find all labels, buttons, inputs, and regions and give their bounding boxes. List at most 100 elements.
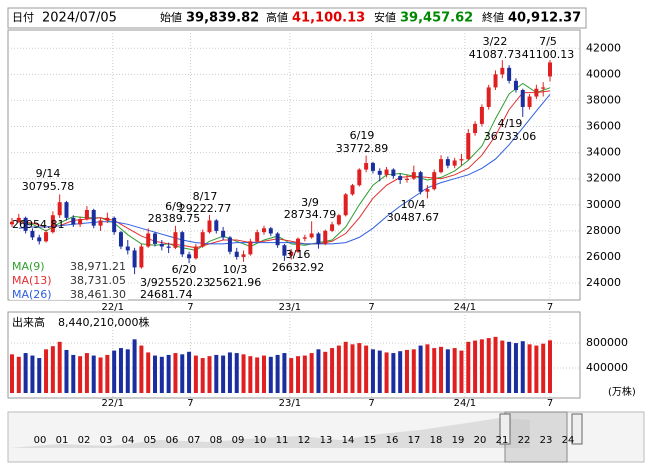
candle-body xyxy=(479,106,484,124)
candle-body xyxy=(452,160,457,166)
navigator-label: 24 xyxy=(562,435,575,446)
legend-name: MA(13) xyxy=(12,274,52,287)
candle-body xyxy=(500,67,505,75)
volume-bar xyxy=(84,353,89,393)
volume-bar xyxy=(432,348,437,393)
candle-body xyxy=(473,123,478,134)
high-label: 高値 xyxy=(266,10,288,24)
annotation-value: 28734.79 xyxy=(284,208,337,221)
volume-total: 8,440,210,000株 xyxy=(58,315,149,329)
navigator-label: 00 xyxy=(34,435,47,446)
y-tick-label: 42000 xyxy=(586,41,621,54)
volume-bar xyxy=(50,346,55,393)
candle-body xyxy=(357,169,362,186)
annotation-date: 3/9 xyxy=(140,276,158,289)
navigator-label: 20 xyxy=(474,435,487,446)
y-tick-label: 28000 xyxy=(586,224,621,237)
volume-bar xyxy=(241,354,246,393)
x-tick-label: 7 xyxy=(187,302,193,313)
navigator-handle-left[interactable] xyxy=(499,413,511,445)
x-tick-label: 24/1 xyxy=(454,398,476,409)
volume-bar xyxy=(357,343,362,393)
navigator-label: 13 xyxy=(320,435,333,446)
volume-bar xyxy=(37,358,42,393)
annotation-date: 6/9 xyxy=(165,200,183,213)
navigator-handle-right[interactable] xyxy=(571,413,583,445)
candle-body xyxy=(507,67,512,81)
candle-body xyxy=(404,178,409,180)
volume-bar xyxy=(227,352,232,393)
x-tick-label: 23/1 xyxy=(279,302,301,313)
volume-label: 出来高 xyxy=(12,315,45,329)
annotation-date: 10/4 xyxy=(401,198,426,211)
y-tick-label: 38000 xyxy=(586,93,621,106)
y-tick-label: 36000 xyxy=(586,120,621,133)
volume-bar xyxy=(214,354,219,393)
navigator-label: 22 xyxy=(518,435,531,446)
candle-body xyxy=(84,210,89,220)
volume-bar xyxy=(541,343,546,393)
candle-body xyxy=(541,87,546,89)
candle-body xyxy=(425,189,430,192)
candle-body xyxy=(227,237,232,252)
legend-name: MA(9) xyxy=(12,260,45,273)
candle-body xyxy=(370,163,375,171)
candle-body xyxy=(105,217,110,221)
candle-body xyxy=(513,80,518,90)
volume-bar xyxy=(391,353,396,393)
annotation-date: 10/3 xyxy=(223,263,248,276)
volume-bar xyxy=(118,348,123,393)
navigator-label: 08 xyxy=(210,435,223,446)
candle-body xyxy=(153,233,158,244)
legend-name: MA(26) xyxy=(12,288,52,301)
volume-bar xyxy=(411,349,416,393)
navigator-area xyxy=(10,418,530,448)
volume-bar xyxy=(57,341,62,393)
navigator-window[interactable] xyxy=(504,411,568,463)
volume-bar xyxy=(173,353,178,393)
volume-bar xyxy=(309,353,314,393)
annotation-value: 29222.77 xyxy=(179,202,232,215)
volume-bar xyxy=(255,357,260,393)
y-tick-label: 30000 xyxy=(586,198,621,211)
volume-bar xyxy=(459,350,464,393)
volume-bar xyxy=(248,356,253,393)
candle-body xyxy=(289,251,294,256)
candle-body xyxy=(527,96,532,107)
annotation-value: 33772.89 xyxy=(336,142,389,155)
volume-bar xyxy=(200,358,205,393)
annotation-date: 4/19 xyxy=(498,117,523,130)
annotation-value: 25520.23 xyxy=(158,276,211,289)
candle-body xyxy=(37,237,42,242)
volume-bar xyxy=(289,358,294,393)
candle-body xyxy=(268,228,273,234)
volume-bar xyxy=(336,345,341,393)
candle-body xyxy=(180,232,185,255)
candle-body xyxy=(432,172,437,190)
candle-body xyxy=(398,176,403,180)
candle-body xyxy=(261,228,266,233)
candle-body xyxy=(30,230,35,238)
candle-body xyxy=(459,159,464,161)
open-label: 始値 xyxy=(160,10,182,24)
volume-bar xyxy=(350,344,355,393)
navigator-label: 14 xyxy=(342,435,355,446)
candle-body xyxy=(316,233,321,244)
navigator-label: 10 xyxy=(254,435,267,446)
candle-body xyxy=(384,169,389,175)
price-panel xyxy=(7,29,581,301)
candle-body xyxy=(520,90,525,107)
candle-body xyxy=(173,232,178,248)
candle-body xyxy=(241,254,246,257)
candle-body xyxy=(466,133,471,160)
volume-bar xyxy=(187,351,192,393)
annotation-date: 8/17 xyxy=(193,190,218,203)
volume-bar xyxy=(159,356,164,393)
x-tick-label: 22/1 xyxy=(102,302,124,313)
candle-body xyxy=(71,217,76,225)
navigator-label: 04 xyxy=(122,435,135,446)
annotation-date: 3/9 xyxy=(301,196,319,209)
x-tick-label: 22/1 xyxy=(102,398,124,409)
candle-body xyxy=(207,220,212,233)
